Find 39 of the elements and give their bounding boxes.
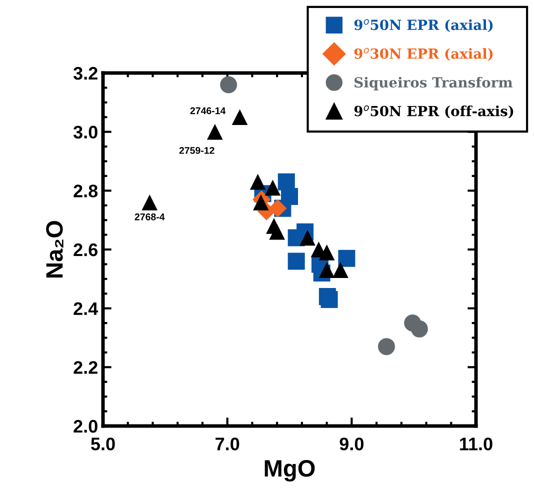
point bbox=[264, 180, 281, 196]
point bbox=[142, 194, 158, 210]
point bbox=[288, 229, 305, 246]
y-tick-label: 2.8 bbox=[74, 184, 98, 198]
y-axis-title: Na₂O bbox=[46, 220, 64, 278]
annotation: 2768-4 bbox=[134, 213, 165, 220]
point bbox=[332, 262, 348, 278]
y-tick-label: 2.6 bbox=[74, 243, 98, 256]
x-tick-label: 11.0 bbox=[460, 438, 492, 450]
point bbox=[269, 224, 285, 240]
y-tick-label: 3.0 bbox=[73, 126, 98, 139]
point bbox=[252, 194, 269, 210]
x-axis-title: MgO bbox=[264, 460, 315, 482]
y-tick-label: 2.2 bbox=[74, 361, 98, 374]
x-tick-label: 5.0 bbox=[91, 438, 115, 450]
point bbox=[300, 230, 316, 246]
x-tick-label: 9.0 bbox=[340, 438, 364, 450]
point bbox=[318, 244, 335, 260]
annotation: 2746-14 bbox=[190, 107, 226, 114]
x-tick-label: 7.0 bbox=[216, 438, 240, 450]
annotation: 2759-12 bbox=[179, 147, 214, 154]
point bbox=[378, 338, 395, 356]
legend-label: 9$^{o}$50N EPR (off-axis) bbox=[354, 105, 514, 118]
point bbox=[338, 250, 356, 267]
legend-label: 9$^{o}$50N EPR (axial) bbox=[354, 19, 493, 32]
point bbox=[288, 252, 305, 270]
point bbox=[206, 124, 223, 140]
point bbox=[318, 262, 335, 278]
legend-label: Siqueiros Transform bbox=[354, 76, 513, 90]
point bbox=[220, 76, 238, 94]
legend-label: 9$^{o}$30N EPR (axial) bbox=[354, 48, 493, 61]
point bbox=[232, 109, 248, 126]
y-tick-label: 3.2 bbox=[73, 66, 98, 80]
point bbox=[268, 199, 287, 218]
y-tick-label: 2.4 bbox=[74, 302, 98, 315]
point bbox=[320, 291, 338, 308]
point bbox=[250, 174, 266, 190]
y-tick-label: 2.0 bbox=[74, 420, 98, 433]
point bbox=[410, 320, 428, 338]
